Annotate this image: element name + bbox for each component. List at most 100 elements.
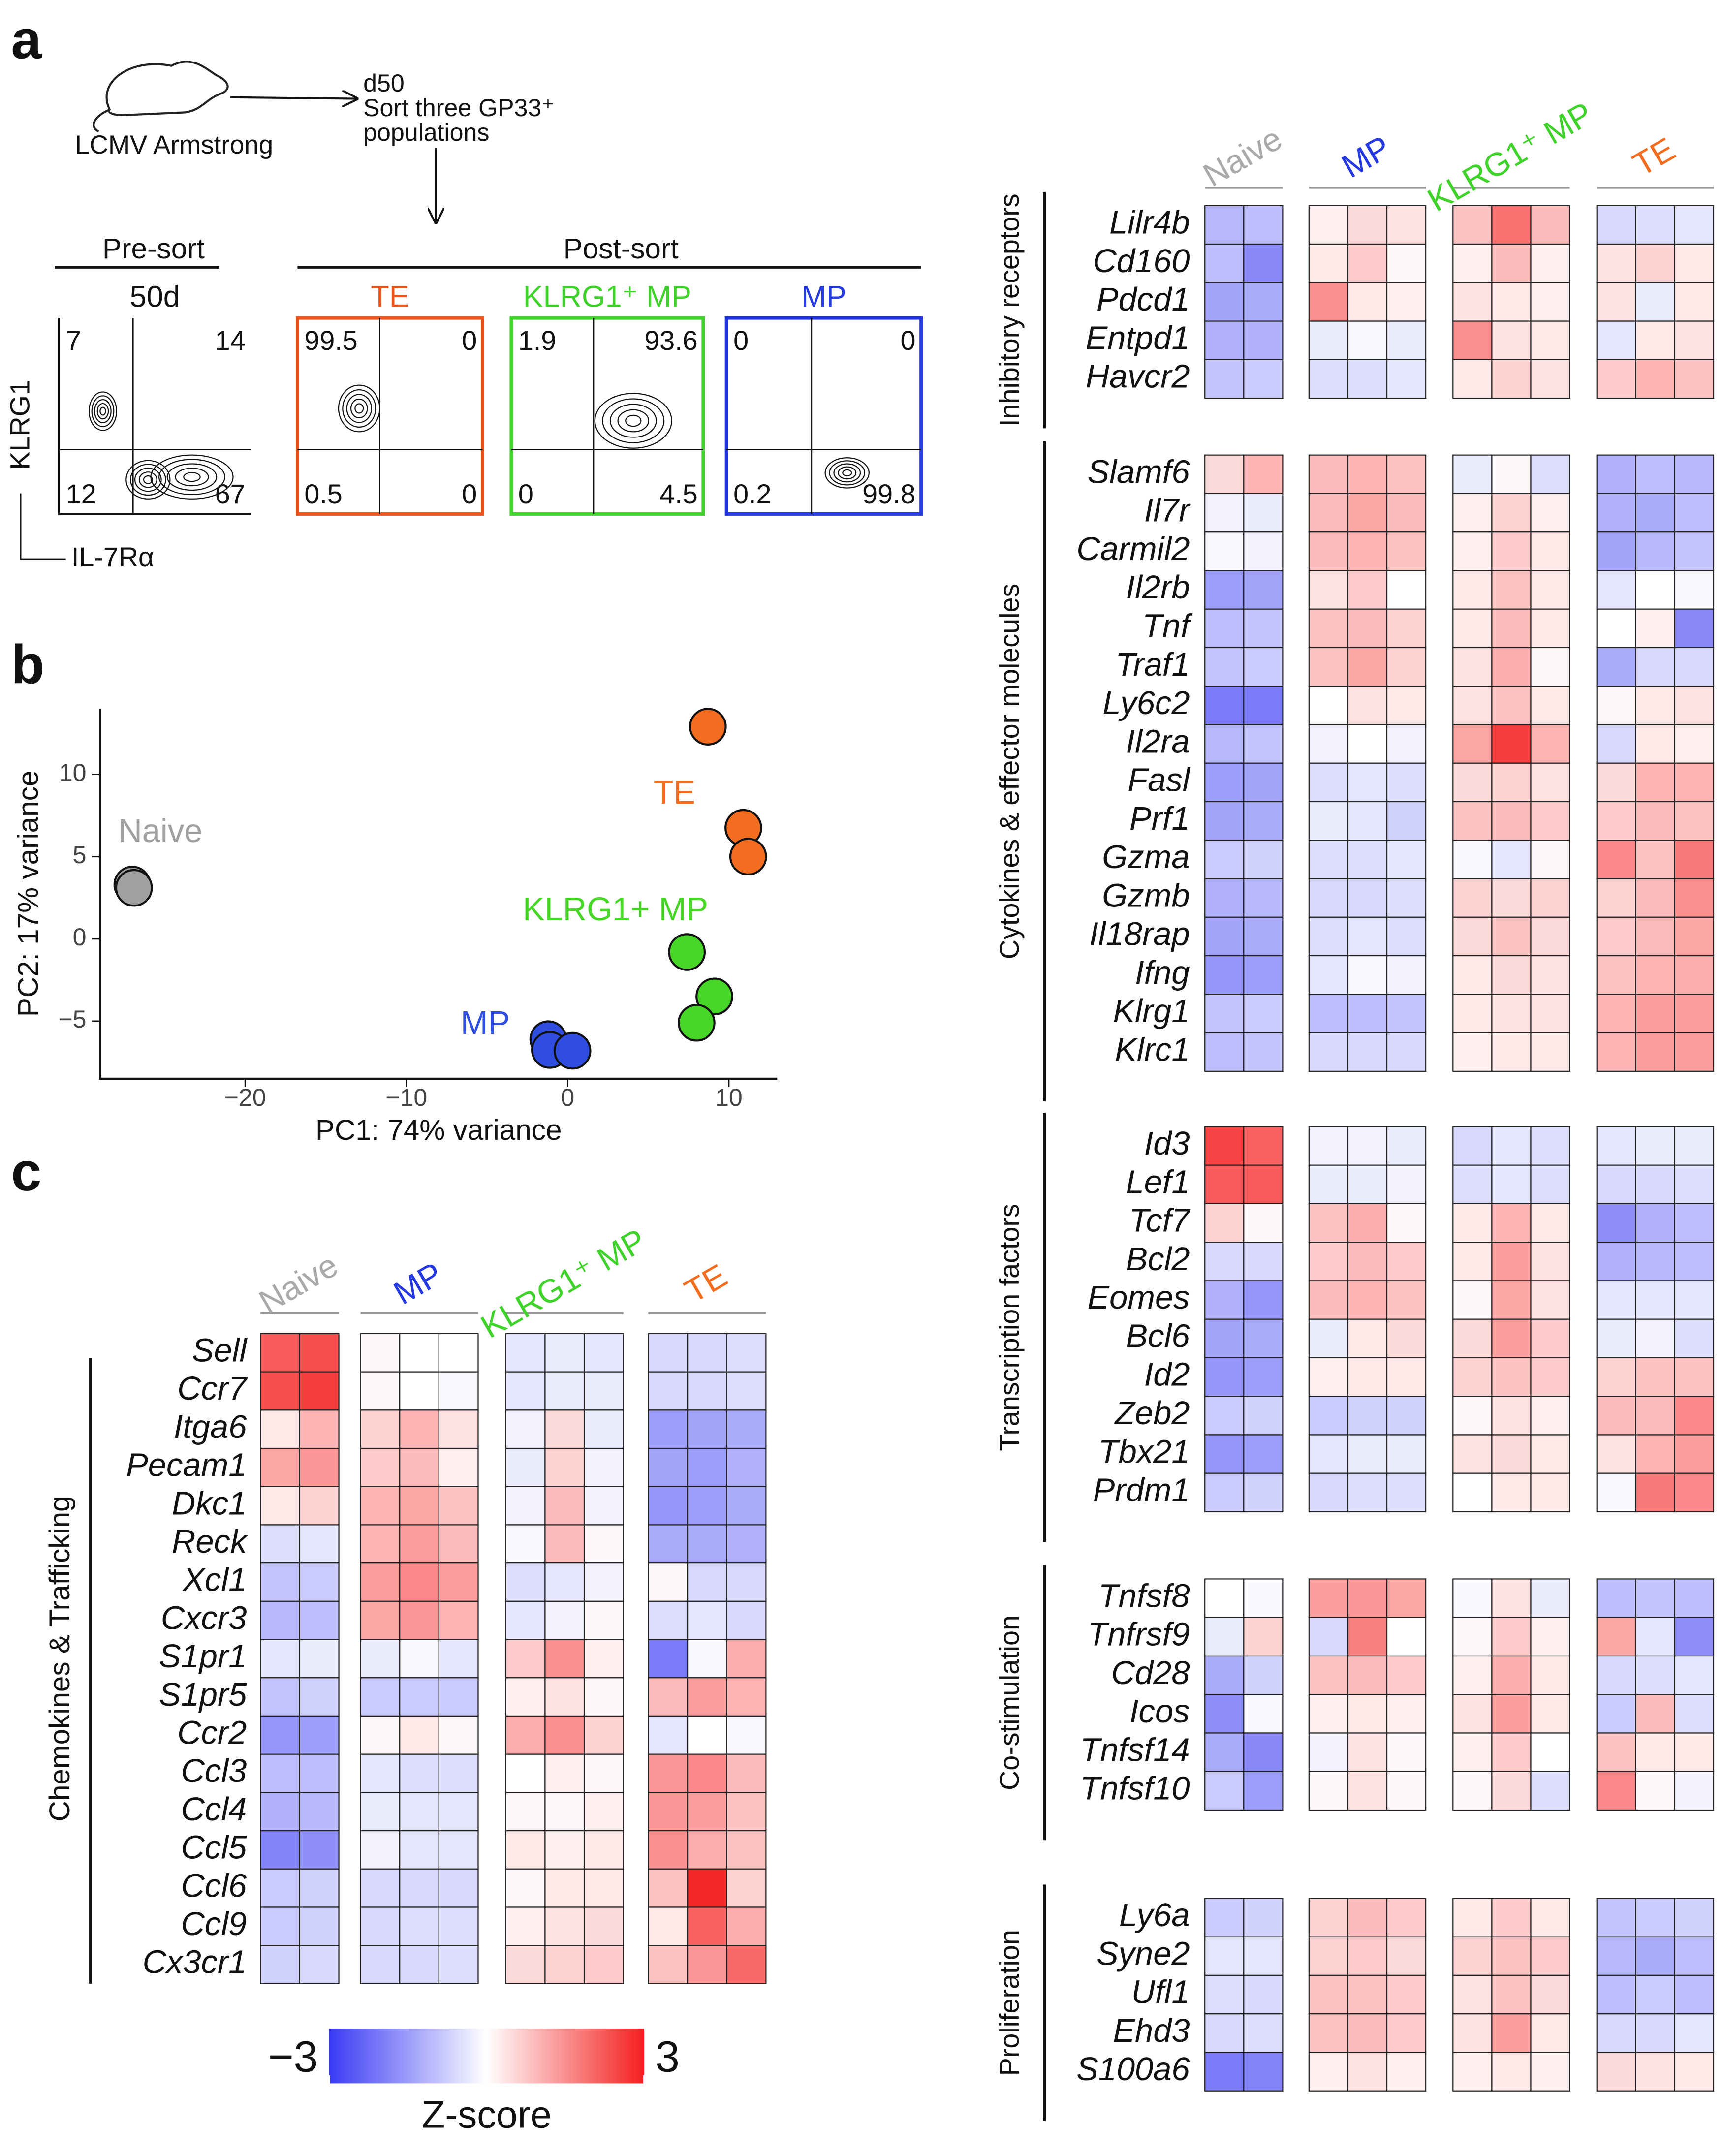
heatmap-cell [260, 1447, 300, 1487]
group-header: KLRG1⁺ MP [1421, 95, 1599, 219]
flow-header: Post-sort [564, 233, 679, 265]
heatmap-cell [648, 1333, 689, 1373]
heatmap-cell [1491, 359, 1532, 399]
heatmap-cell [505, 1409, 546, 1449]
contour [166, 463, 218, 491]
heatmap-cell [399, 1333, 439, 1373]
heatmap-cell [299, 1333, 340, 1373]
heatmap-cell [1635, 878, 1676, 918]
heatmap-cell [1347, 1974, 1388, 2015]
heatmap-cell [648, 1830, 689, 1870]
heatmap-cell [1308, 1126, 1349, 1166]
heatmap-cell [1452, 647, 1493, 687]
heatmap-cell [360, 1562, 401, 1602]
heatmap-cell [583, 1333, 624, 1373]
heatmap-cell [1243, 1242, 1284, 1281]
gene-label: Bcl2 [1126, 1241, 1190, 1278]
heatmap-cell [299, 1677, 340, 1717]
gene-label: Dkc1 [172, 1485, 247, 1522]
section-label: Co-stimulation [994, 1615, 1025, 1790]
heatmap-cell [1386, 762, 1427, 803]
gene-label: Ccl9 [181, 1906, 247, 1942]
heatmap-cell [1491, 878, 1532, 918]
heatmap-cell [583, 1486, 624, 1526]
heatmap-cell [1530, 2052, 1570, 2092]
heatmap-cell [1347, 994, 1388, 1033]
heatmap-cell [726, 1447, 767, 1487]
heatmap-cell [1204, 762, 1245, 803]
heatmap-cell [1308, 724, 1349, 764]
heatmap-cell [1347, 1242, 1388, 1281]
heatmap-cell [544, 1447, 585, 1487]
heatmap-cell [1491, 1164, 1532, 1205]
heatmap-cell [1452, 1318, 1493, 1359]
heatmap-cell [583, 1868, 624, 1908]
heatmap-cell [1386, 801, 1427, 841]
heatmap-cell [1452, 1280, 1493, 1320]
heatmap-cell [1674, 1655, 1715, 1695]
heatmap-cell [438, 1715, 479, 1755]
gene-label: Il2rb [1126, 569, 1190, 606]
heatmap-cell [1491, 1578, 1532, 1618]
heatmap-cell [1204, 205, 1245, 245]
heatmap-cell [1530, 1472, 1570, 1513]
heatmap-cell [1635, 608, 1676, 649]
heatmap-cell [1204, 359, 1245, 399]
contour [134, 468, 162, 492]
heatmap-cell [1530, 1126, 1570, 1166]
sort-text: d50 [363, 69, 405, 97]
heatmap-cell [1596, 1655, 1636, 1695]
heatmap-cell [1491, 243, 1532, 283]
heatmap-cell [1204, 243, 1245, 283]
heatmap-cell [1635, 1472, 1676, 1513]
heatmap-cell [648, 1562, 689, 1602]
contour [346, 394, 372, 423]
heatmap-cell [360, 1600, 401, 1640]
heatmap-cell [1386, 454, 1427, 495]
heatmap-cell [1243, 1203, 1284, 1243]
heatmap-cell [1386, 955, 1427, 995]
heatmap-cell [1308, 994, 1349, 1033]
heatmap-cell [1243, 762, 1284, 803]
heatmap-cell [505, 1524, 546, 1564]
heatmap-cell [1530, 686, 1570, 725]
heatmap-cell [399, 1600, 439, 1640]
heatmap-cell [726, 1639, 767, 1679]
heatmap-cell [1635, 1280, 1676, 1320]
heatmap-cell [1204, 1472, 1245, 1513]
gene-label: Cd160 [1093, 243, 1190, 280]
gene-label: Eomes [1088, 1279, 1190, 1316]
group-label: KLRG1+ MP [523, 891, 708, 928]
group-header: KLRG1⁺ MP [474, 1221, 652, 1345]
heatmap-cell [1674, 1357, 1715, 1397]
flow-plot-title: TE [371, 280, 409, 313]
heatmap-cell [1635, 320, 1676, 360]
heatmap-cell [1596, 608, 1636, 649]
heatmap-cell [1243, 686, 1284, 725]
heatmap-cell [1596, 1280, 1636, 1320]
gene-label: Klrc1 [1115, 1031, 1190, 1068]
heatmap-cell [1530, 994, 1570, 1033]
heatmap-cell [1347, 1732, 1388, 1772]
heatmap-cell [1347, 686, 1388, 725]
heatmap-cell [583, 1600, 624, 1640]
heatmap-cell [360, 1868, 401, 1908]
heatmap-cell [1347, 570, 1388, 610]
heatmap-cell [399, 1792, 439, 1832]
heatmap-cell [1530, 570, 1570, 610]
heatmap-cell [1243, 1280, 1284, 1320]
heatmap-cell [1347, 205, 1388, 245]
heatmap-cell [544, 1830, 585, 1870]
heatmap-cell [1204, 1164, 1245, 1205]
heatmap-cell [1491, 454, 1532, 495]
heatmap-cell [544, 1600, 585, 1640]
heatmap-cell [1530, 320, 1570, 360]
gene-label: Cx3cr1 [143, 1944, 247, 1981]
heatmap-cell [1635, 724, 1676, 764]
group-label: MP [461, 1004, 510, 1041]
group-header: TE [679, 1257, 733, 1310]
gene-label: Gzma [1102, 839, 1190, 875]
heatmap-cell [505, 1906, 546, 1946]
heatmap-cell [399, 1371, 439, 1411]
heatmap-cell [687, 1447, 727, 1487]
